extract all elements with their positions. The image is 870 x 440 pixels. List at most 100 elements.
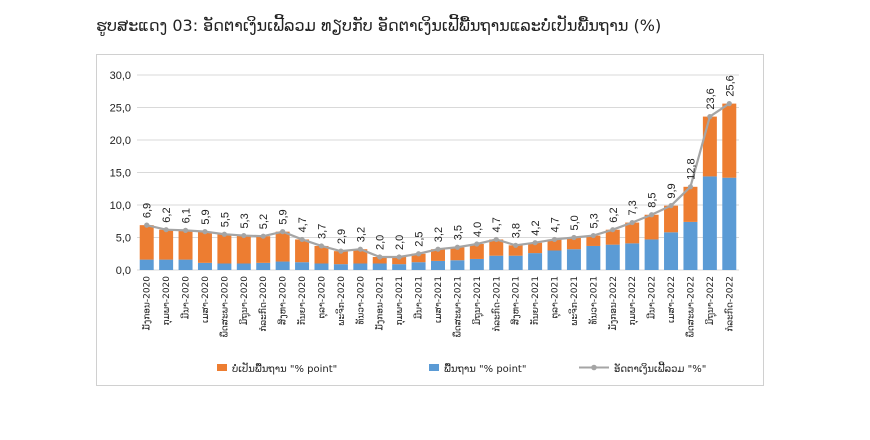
x-tick-label: ຕຸລາ-2020 — [317, 276, 328, 319]
x-tick-label: ເມສາ-2021 — [434, 276, 444, 323]
x-tick-label: ພຶດສະພາ-2021 — [452, 276, 463, 337]
headline-point — [280, 229, 286, 235]
headline-point — [377, 254, 383, 260]
bar-core — [547, 250, 562, 270]
x-tick-label: ກຸມພາ-2021 — [395, 276, 406, 326]
bar-non-core — [159, 229, 174, 260]
bar-core — [722, 177, 737, 270]
bar-core — [664, 232, 679, 270]
data-label: 3,2 — [355, 227, 367, 242]
data-label: 5,9 — [200, 209, 212, 224]
bar-core — [236, 263, 251, 270]
data-label: 5,3 — [588, 213, 600, 228]
bar-core — [197, 262, 212, 270]
bar-non-core — [295, 239, 310, 263]
data-label: 5,9 — [278, 209, 290, 224]
bar-core — [605, 244, 620, 270]
headline-point — [687, 184, 694, 190]
data-label: 25,6 — [724, 75, 736, 96]
bar-non-core — [586, 235, 601, 246]
bar-core — [469, 258, 484, 270]
data-label: 6,2 — [608, 207, 620, 222]
bar-core — [353, 263, 368, 270]
legend-swatch-core — [429, 364, 439, 371]
headline-point — [571, 234, 577, 241]
bar-non-core — [275, 231, 290, 262]
x-tick-label: ເມສາ-2020 — [201, 276, 211, 323]
bar-core — [625, 243, 640, 270]
bar-core — [159, 259, 174, 270]
x-tick-label: ພະຈິກ-2020 — [336, 276, 347, 326]
bar-core — [644, 239, 659, 270]
bar-non-core — [547, 239, 562, 251]
bar-non-core — [508, 245, 523, 256]
y-axis-ticks: 0,0 5,0 10,0 15,0 20,0 25,0 30,0 — [110, 70, 131, 277]
y-tick-label: 30,0 — [110, 70, 131, 82]
bar-core — [566, 249, 581, 270]
legend-label-core: ພື້ນຖານ "% point" — [444, 362, 526, 375]
bar-non-core — [566, 237, 581, 250]
x-tick-label: ສິງຫາ-2020 — [277, 276, 288, 325]
x-tick-label: ມັງກອນ-2020 — [142, 276, 153, 331]
headline-point — [357, 246, 363, 252]
headline-point — [532, 240, 538, 246]
headline-point — [493, 236, 499, 243]
data-label: 3,7 — [316, 224, 328, 239]
legend-swatch-non-core — [217, 364, 227, 371]
bar-non-core — [392, 257, 407, 265]
data-label: 4,7 — [297, 217, 309, 232]
inflation-chart: 0,0 5,0 10,0 15,0 20,0 25,0 30,0 6,9 6,2 6,1 5,9 5… — [110, 70, 739, 375]
headline-point — [241, 232, 247, 239]
x-tick-label: ມິຖຸນາ-2020 — [239, 276, 252, 325]
x-tick-label: ທັນວາ-2021 — [588, 276, 599, 325]
bar-non-core — [314, 245, 329, 264]
data-label: 5,3 — [239, 213, 251, 228]
bar-core — [178, 259, 193, 270]
legend-marker-headline — [591, 364, 597, 371]
bar-non-core — [722, 103, 737, 178]
y-tick-label: 25,0 — [110, 103, 131, 115]
data-label: 8,5 — [647, 192, 659, 207]
headline-point — [454, 244, 461, 250]
headline-point — [202, 229, 208, 235]
x-tick-label: ມິຖຸນາ-2021 — [472, 276, 485, 325]
headline-point — [163, 227, 169, 233]
x-tick-label: ຕຸລາ-2021 — [551, 276, 562, 319]
bar-non-core — [605, 229, 620, 245]
bar-non-core — [528, 242, 543, 254]
legend-label-headline: ອັດຕາເງິນເຟີ້ລວມ "%" — [614, 361, 706, 375]
data-label: 4,7 — [491, 217, 503, 232]
data-label: 23,6 — [705, 88, 717, 109]
headline-point — [144, 222, 150, 228]
x-tick-label: ມັງກອນ-2022 — [608, 276, 619, 330]
data-label: 2,0 — [375, 235, 387, 250]
bar-core — [586, 245, 601, 270]
data-label: 2,9 — [336, 229, 348, 244]
bar-core — [431, 260, 445, 270]
bar-core — [314, 263, 329, 270]
headline-point — [629, 219, 635, 226]
bar-core — [217, 263, 232, 270]
bar-non-core — [702, 116, 717, 177]
x-tick-label: ພຶດສະພາ-2020 — [219, 276, 230, 338]
data-label: 6,9 — [142, 203, 154, 218]
headline-line — [144, 101, 732, 260]
x-tick-label: ກຸມພາ-2022 — [628, 276, 639, 326]
bar-non-core — [256, 236, 271, 263]
data-label: 2,0 — [394, 235, 406, 250]
headline-point — [221, 231, 227, 237]
headline-point — [435, 246, 441, 252]
headline-point — [610, 227, 616, 233]
bar-core — [683, 221, 698, 270]
bar-non-core — [333, 251, 348, 265]
bar-core — [275, 261, 290, 270]
data-label: 3,2 — [433, 227, 445, 242]
data-label: 9,9 — [666, 183, 678, 198]
headline-point — [260, 233, 266, 239]
bar-core — [372, 263, 387, 270]
data-label: 3,8 — [511, 223, 523, 238]
x-tick-label: ກໍລະກົດ-2021 — [491, 276, 502, 332]
x-tick-label: ມິຖຸນາ-2022 — [705, 276, 718, 325]
data-label: 3,5 — [452, 225, 464, 240]
x-tick-label: ກຸມພາ-2020 — [162, 276, 173, 326]
